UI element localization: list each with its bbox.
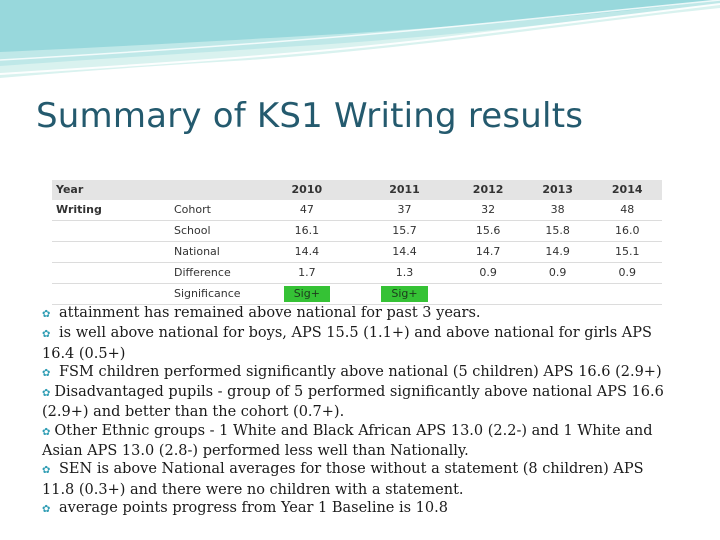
- header-cell-2014: 2014: [611, 183, 643, 196]
- row-label: Difference: [174, 266, 231, 279]
- slide-title: Summary of KS1 Writing results: [36, 96, 584, 136]
- table-cell: 1.3: [395, 266, 414, 279]
- row-label: Significance: [174, 287, 241, 300]
- table-row: Significance Sig+ Sig+: [52, 284, 662, 305]
- bullet-icon: ✿: [42, 309, 51, 320]
- table-cell: 15.1: [614, 245, 640, 258]
- table-cell: 37: [397, 203, 412, 216]
- bullet-icon: ✿: [42, 503, 51, 515]
- row-label: School: [174, 224, 211, 237]
- table-cell: Sig+: [356, 284, 454, 305]
- table-header-row: Year 2010 2011 2012 2013 2014: [52, 180, 662, 200]
- table-cell: 38: [550, 203, 565, 216]
- table-cell: 1.7: [298, 266, 316, 279]
- list-item: ✿ Disadvantaged pupils - group of 5 perfo…: [42, 383, 672, 422]
- table-cell: 48: [620, 203, 635, 216]
- header-cell-2013: 2013: [542, 183, 573, 196]
- note-text: attainment has remained above national f…: [54, 305, 481, 321]
- note-text: Other Ethnic groups - 1 White and Black …: [42, 422, 653, 460]
- table-cell: 14.7: [475, 245, 501, 258]
- header-cell-2011: 2011: [389, 183, 420, 196]
- table-cell: 47: [299, 203, 314, 216]
- empty-cell: [52, 242, 170, 263]
- list-item: ✿ is well above national for boys, APS 1…: [42, 324, 672, 363]
- table-cell: 0.9: [618, 266, 636, 279]
- bullet-icon: ✿: [42, 329, 51, 341]
- significance-badge: Sig+: [381, 286, 428, 302]
- empty-cell: [52, 263, 170, 284]
- note-text: FSM children performed significantly abo…: [54, 363, 662, 380]
- empty-cell: [52, 221, 170, 242]
- list-item: ✿ FSM children performed significantly a…: [42, 363, 672, 383]
- note-text: average points progress from Year 1 Base…: [54, 499, 448, 516]
- row-label: National: [174, 245, 220, 258]
- table-cell: 16.1: [294, 224, 320, 237]
- table-cell: Sig+: [258, 284, 356, 305]
- list-item: ✿ average points progress from Year 1 Ba…: [42, 499, 672, 519]
- table-row: Difference 1.7 1.3 0.9 0.9 0.9: [52, 263, 662, 284]
- empty-cell: [52, 284, 170, 305]
- table-row: School 16.1 15.7 15.6 15.8 16.0: [52, 221, 662, 242]
- header-cell-2012: 2012: [472, 183, 504, 196]
- header-cell-year: Year: [56, 183, 84, 196]
- list-item: ✿ attainment has remained above national…: [42, 304, 672, 324]
- bullet-icon: ✿: [42, 426, 51, 438]
- bullet-icon: ✿: [42, 388, 51, 400]
- table-cell: 15.6: [475, 224, 501, 237]
- notes-list: ✿ attainment has remained above national…: [42, 304, 672, 519]
- table-cell: 14.9: [545, 245, 570, 258]
- table-cell: 14.4: [294, 245, 320, 258]
- note-text: is well above national for boys, APS 15.…: [42, 325, 652, 362]
- note-text: SEN is above National averages for those…: [42, 461, 644, 498]
- table-cell: [453, 284, 523, 305]
- list-item: ✿ SEN is above National averages for tho…: [42, 460, 672, 499]
- row-label: Cohort: [174, 203, 211, 216]
- results-table: Year 2010 2011 2012 2013 2014 Writing Co…: [52, 180, 662, 305]
- header-wave-decoration: [0, 0, 720, 78]
- header-cell-blank: [170, 180, 258, 200]
- note-text: Disadvantaged pupils - group of 5 perfor…: [42, 384, 664, 421]
- table-row: National 14.4 14.4 14.7 14.9 15.1: [52, 242, 662, 263]
- table-cell: 16.0: [614, 224, 640, 237]
- header-cell-2010: 2010: [291, 183, 323, 196]
- table-row: Writing Cohort 47 37 32 38 48: [52, 200, 662, 221]
- bullet-icon: ✿: [42, 367, 51, 379]
- bullet-icon: ✿: [42, 465, 51, 477]
- table-cell: 0.9: [548, 266, 567, 279]
- list-item: ✿ Other Ethnic groups - 1 White and Black…: [42, 422, 672, 461]
- table-cell: 32: [481, 203, 496, 216]
- significance-badge: Sig+: [283, 286, 330, 302]
- table-cell: 15.8: [545, 224, 570, 237]
- table-cell: [592, 284, 662, 305]
- subject-cell: Writing: [56, 203, 102, 216]
- table-cell: [523, 284, 593, 305]
- table-cell: 0.9: [479, 266, 497, 279]
- results-table-image: Year 2010 2011 2012 2013 2014 Writing Co…: [52, 180, 662, 305]
- table-cell: 15.7: [392, 224, 417, 237]
- table-cell: 14.4: [392, 245, 417, 258]
